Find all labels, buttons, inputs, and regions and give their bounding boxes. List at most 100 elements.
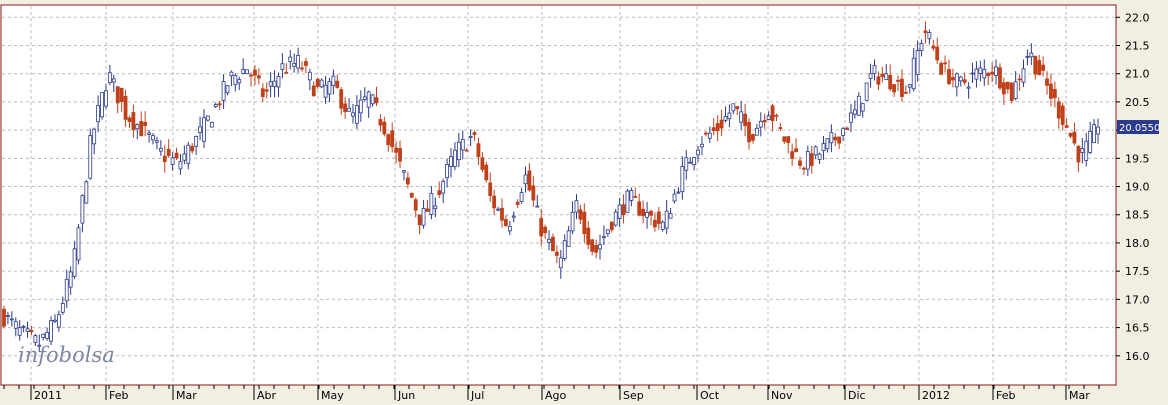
candle <box>515 199 520 208</box>
candle <box>1084 132 1089 167</box>
candle-body <box>60 303 65 313</box>
candle-body <box>931 45 936 49</box>
candle-body <box>468 136 473 138</box>
candle <box>547 230 551 251</box>
candle-body <box>402 170 406 173</box>
candle-body <box>719 119 724 129</box>
candle <box>398 140 402 168</box>
candle-body <box>460 138 465 151</box>
candle-body <box>119 87 124 102</box>
candle-body <box>53 319 57 322</box>
candle <box>155 136 159 150</box>
candle-body <box>1001 82 1006 95</box>
y-tick-label: 17.5 <box>1125 265 1150 278</box>
candle <box>288 49 293 70</box>
candle-body <box>543 226 548 234</box>
candle <box>794 138 798 153</box>
candle-body <box>1017 78 1022 81</box>
candle-body <box>849 112 853 123</box>
candle <box>649 209 653 226</box>
y-tick-label: 21.5 <box>1125 39 1150 52</box>
candle <box>170 152 175 171</box>
candle <box>488 172 493 202</box>
candle <box>1017 74 1022 91</box>
candle <box>182 145 187 165</box>
candle <box>554 245 559 264</box>
candle <box>1041 56 1046 77</box>
candle <box>911 47 916 92</box>
candle-body <box>684 157 689 171</box>
candle-body <box>703 132 708 135</box>
candle-body <box>429 192 434 215</box>
logo-text: infobolsa <box>18 343 115 367</box>
candle <box>919 39 924 57</box>
candle-body <box>378 119 383 126</box>
candle-body <box>594 245 598 253</box>
candle-body <box>1037 60 1042 76</box>
candle-body <box>374 97 379 104</box>
candle <box>386 133 391 152</box>
candle <box>209 121 214 128</box>
candle <box>139 111 144 137</box>
candle <box>307 68 312 91</box>
candle <box>719 109 724 137</box>
candle-body <box>311 85 316 97</box>
candle-body <box>527 170 532 191</box>
candle <box>951 68 955 88</box>
candle-body <box>37 344 42 347</box>
candle-body <box>88 135 93 179</box>
candle-body <box>1076 145 1081 163</box>
candle-body <box>217 103 222 106</box>
candle <box>92 127 97 155</box>
candle <box>700 136 704 156</box>
candle <box>80 194 85 233</box>
candle-body <box>72 248 77 277</box>
candle-body <box>2 308 6 327</box>
candle <box>480 152 485 173</box>
candle <box>1080 137 1085 164</box>
candle-body <box>782 136 787 142</box>
candle-body <box>672 193 677 202</box>
candle-body <box>802 167 806 170</box>
candle <box>178 153 183 175</box>
candle-body <box>731 103 736 112</box>
candle <box>413 197 418 218</box>
candle-body <box>331 75 336 87</box>
candle-body <box>347 107 351 112</box>
candle <box>684 150 689 180</box>
candle-body <box>351 112 355 117</box>
candle-body <box>884 73 889 81</box>
candle <box>131 104 136 138</box>
candle-body <box>449 156 453 167</box>
candle-body <box>151 135 155 141</box>
candle <box>723 106 728 123</box>
y-tick-label: 16.0 <box>1125 350 1150 363</box>
candle <box>888 64 893 92</box>
candle <box>355 95 359 129</box>
candle-body <box>304 61 308 66</box>
candle <box>943 55 947 73</box>
candle <box>449 147 453 178</box>
candle-body <box>1068 132 1073 137</box>
candle <box>668 207 673 219</box>
candle-body <box>864 82 869 101</box>
candle-body <box>723 116 728 121</box>
candle <box>574 194 579 220</box>
candle-body <box>280 63 285 70</box>
candle-body <box>209 121 214 128</box>
candle <box>770 103 775 132</box>
candle <box>362 87 367 102</box>
candle-body <box>633 196 638 198</box>
candle <box>280 52 285 79</box>
candle <box>602 225 606 246</box>
candle-body <box>727 112 732 120</box>
candle <box>41 333 46 341</box>
candle <box>1064 118 1069 129</box>
x-tick-label: Mar <box>1069 389 1090 402</box>
candle <box>433 197 438 218</box>
candle-body <box>653 219 657 228</box>
candle-body <box>237 79 242 84</box>
candle <box>1033 55 1038 80</box>
candle <box>374 86 379 106</box>
